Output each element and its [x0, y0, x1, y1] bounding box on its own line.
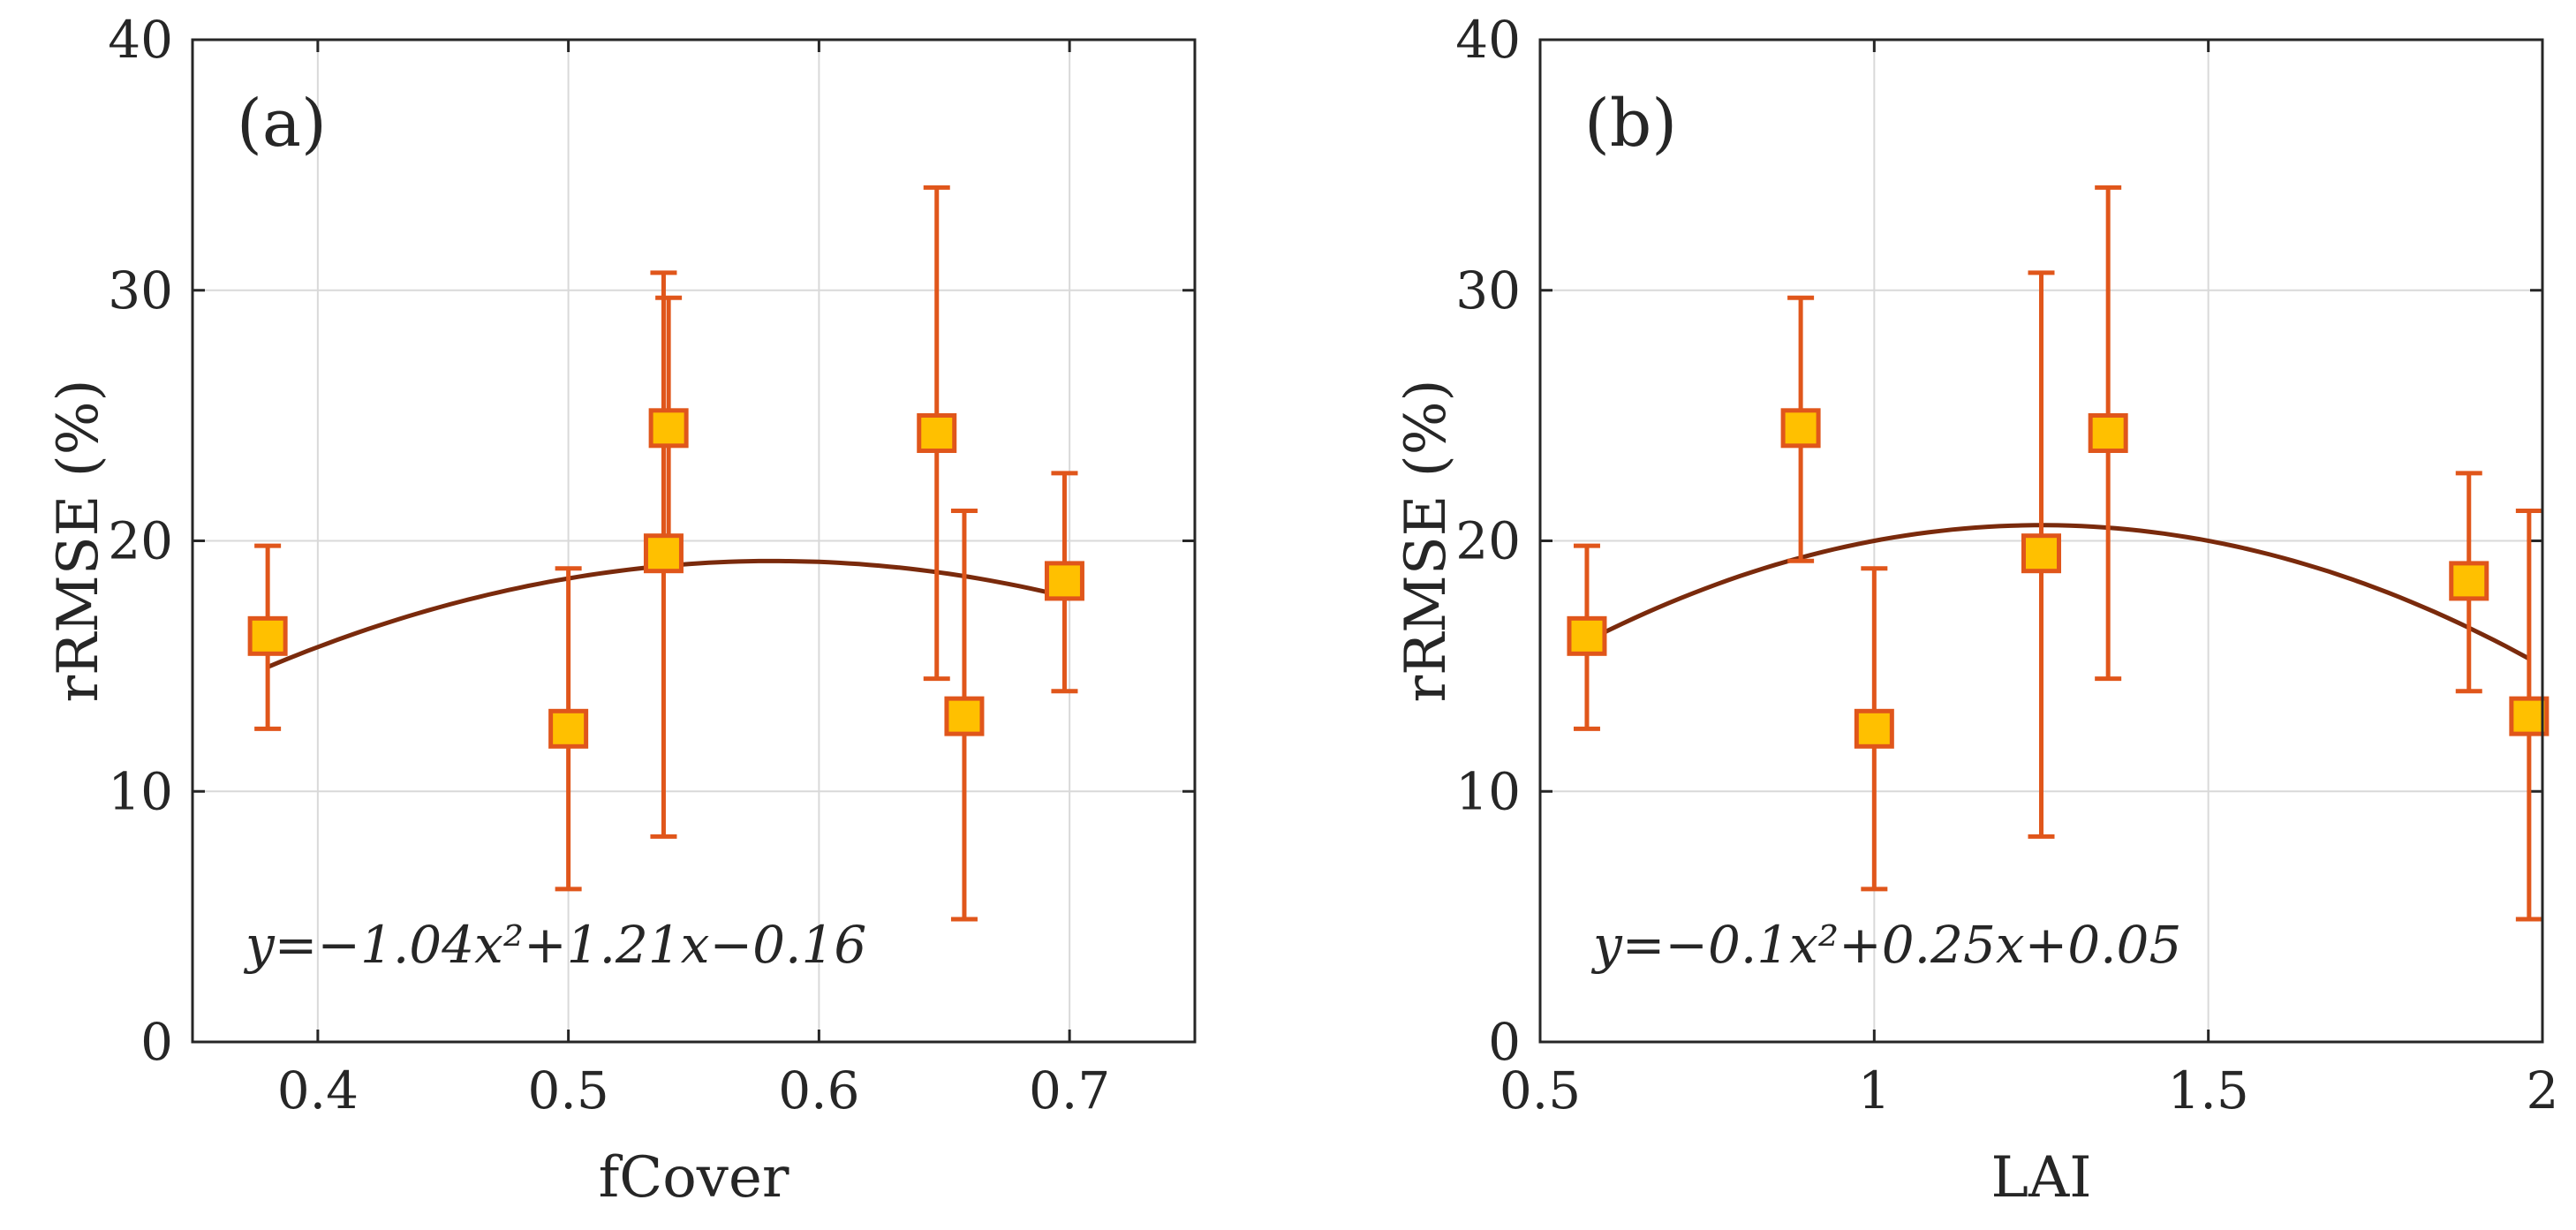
- fit-equation: y=−0.1x²+0.25x+0.05: [1590, 915, 2181, 975]
- x-tick-label: 1: [1858, 1060, 1891, 1121]
- x-tick-label: 0.4: [277, 1060, 359, 1121]
- data-point-marker: [648, 408, 689, 449]
- data-point-marker: [2449, 561, 2489, 601]
- data-point-marker: [1780, 408, 1821, 449]
- panel-label: (b): [1584, 86, 1677, 162]
- y-axis-label: rRMSE (%): [46, 380, 111, 703]
- data-point-marker: [548, 708, 589, 749]
- data-point-marker: [643, 533, 684, 574]
- x-axis-label: LAI: [1991, 1145, 2092, 1211]
- x-axis-label: fCover: [599, 1145, 789, 1211]
- y-tick-label: 0: [1488, 1012, 1521, 1072]
- y-tick-label: 0: [140, 1012, 173, 1072]
- axes-box: [1538, 38, 2544, 1044]
- fit-curve: [267, 558, 1070, 669]
- y-tick-label: 10: [108, 761, 173, 821]
- panel-label: (a): [237, 86, 327, 162]
- y-tick-label: 30: [1455, 260, 1521, 321]
- data-point-marker: [2021, 533, 2061, 574]
- x-tick-label: 0.7: [1029, 1060, 1110, 1121]
- y-tick-label: 40: [108, 10, 173, 70]
- y-tick-label: 10: [1455, 761, 1521, 821]
- data-point-marker: [2088, 412, 2128, 453]
- data-point-marker: [1567, 615, 1607, 656]
- fit-equation: y=−1.04x²+1.21x−0.16: [243, 915, 866, 975]
- data-point-marker: [917, 412, 957, 453]
- fit-curve: [1585, 523, 2531, 661]
- panel-a: 0.4 0.5 0.6 0.7 0 10 20 30 40 fCover rRMSE (%) (a) y…: [46, 10, 1197, 1211]
- x-tick-label: 1.5: [2168, 1060, 2249, 1121]
- data-point-marker: [247, 615, 288, 656]
- y-axis-label: rRMSE (%): [1394, 380, 1459, 703]
- x-tick-label: 2: [2527, 1060, 2559, 1121]
- data-point-marker: [2509, 696, 2550, 736]
- y-tick-label: 20: [108, 511, 173, 571]
- x-tick-label: 0.5: [528, 1060, 609, 1121]
- data-point-marker: [1854, 708, 1894, 749]
- y-tick-label: 40: [1455, 10, 1521, 70]
- data-point-marker: [1044, 561, 1084, 601]
- data-point-marker: [944, 696, 985, 736]
- y-tick-label: 20: [1455, 511, 1521, 571]
- y-tick-label: 30: [108, 260, 173, 321]
- axes-box: [191, 38, 1197, 1044]
- x-tick-label: 0.6: [778, 1060, 859, 1121]
- x-tick-label: 0.5: [1500, 1060, 1581, 1121]
